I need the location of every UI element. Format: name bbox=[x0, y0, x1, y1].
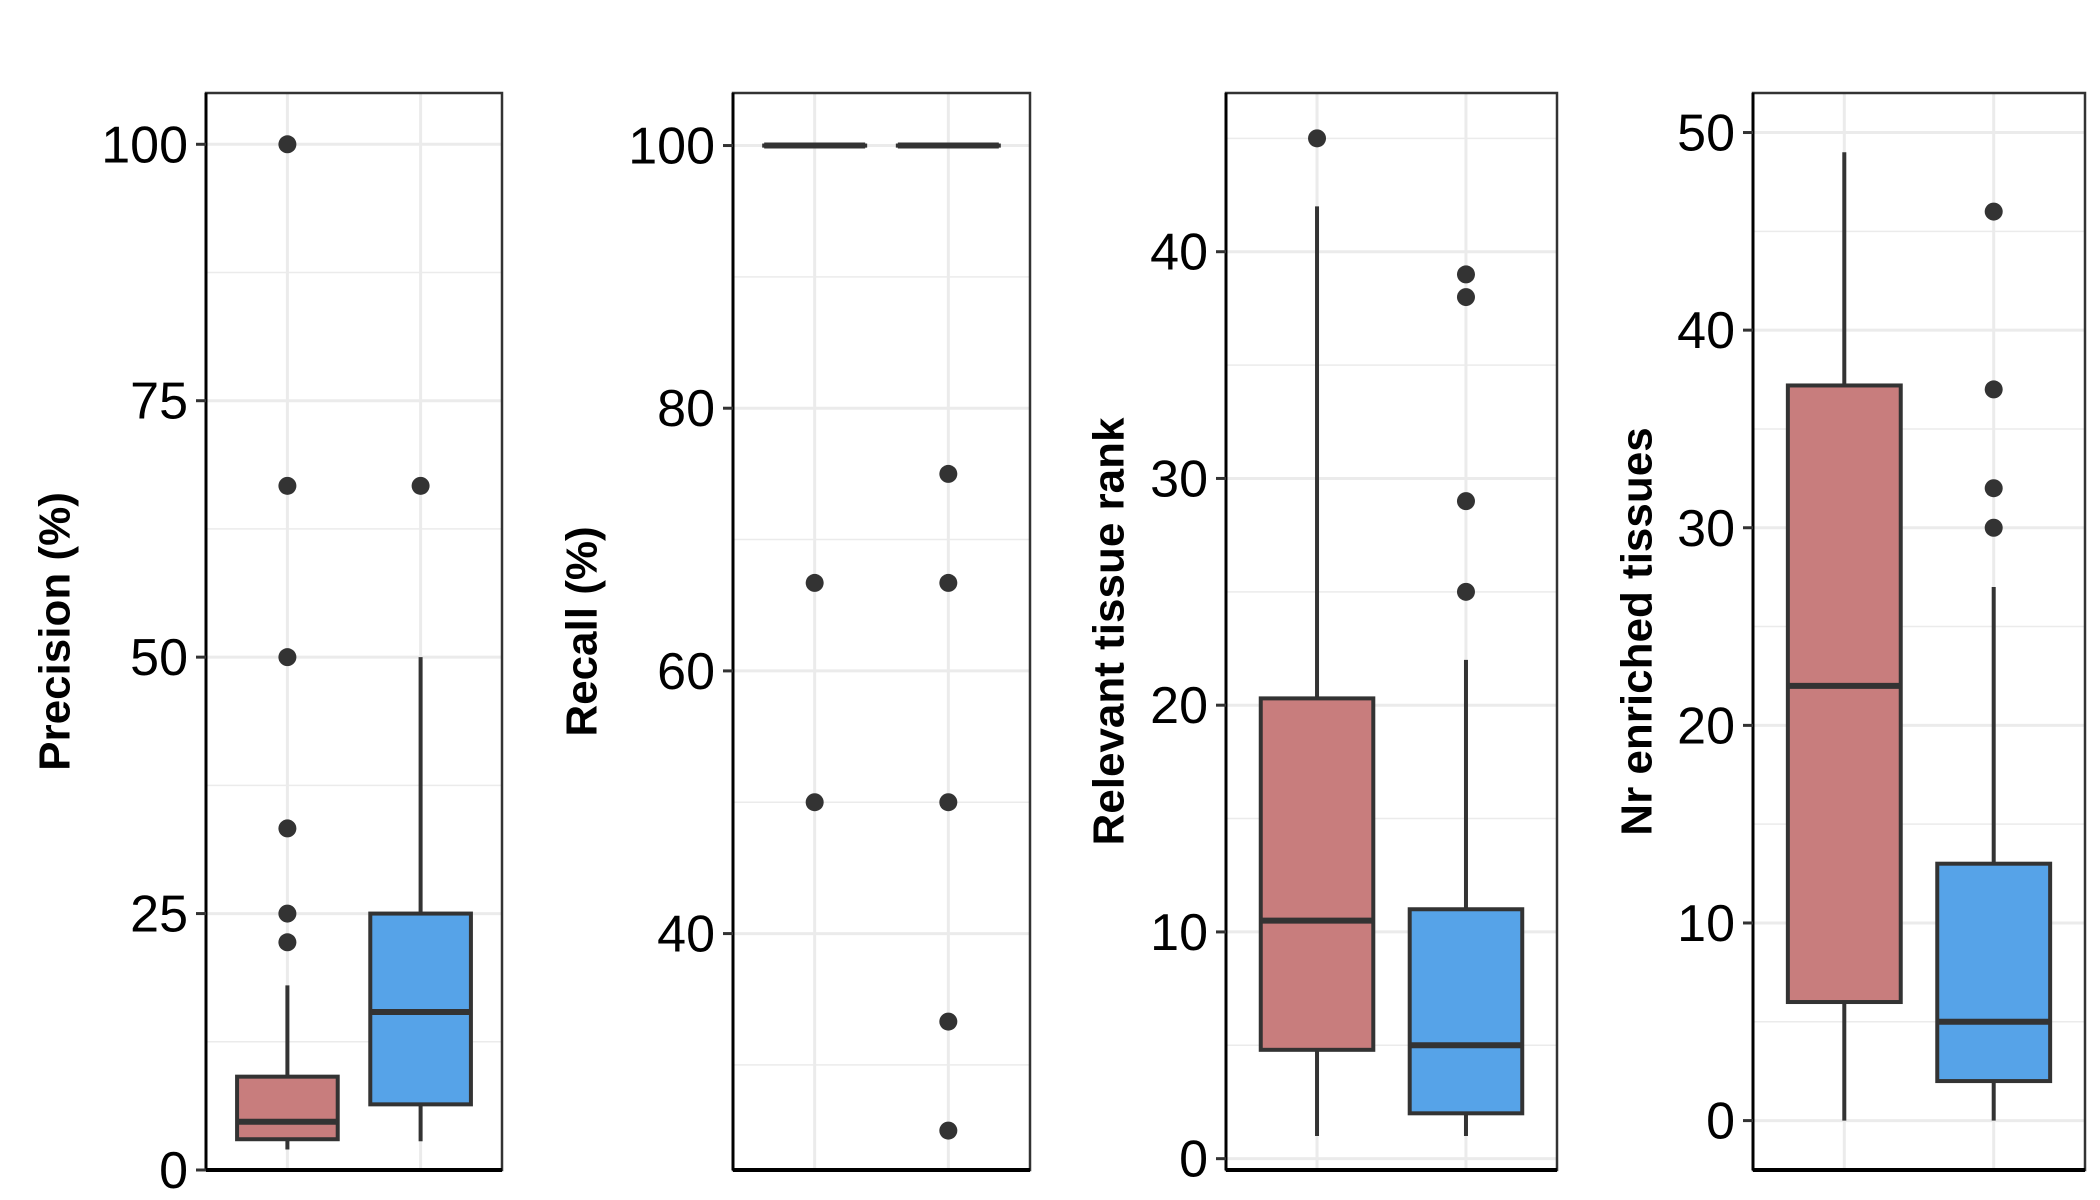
panel-border bbox=[731, 91, 1032, 1172]
outlier-point bbox=[1984, 380, 2003, 399]
box bbox=[1935, 861, 2053, 1084]
tissue-rank-panel: 0 10 20 30 40 Relevant tissue rank bbox=[1085, 91, 1559, 1189]
outlier-point bbox=[278, 933, 297, 952]
y-tick-label: 0 bbox=[1179, 1131, 1208, 1189]
outlier-point bbox=[1984, 479, 2003, 498]
y-tick-label: 50 bbox=[1677, 105, 1735, 163]
y-axis-label: Nr enriched tissues bbox=[1613, 427, 1662, 835]
y-axis-label: Relevant tissue rank bbox=[1085, 417, 1134, 845]
box bbox=[1407, 907, 1525, 1116]
y-tick-label: 0 bbox=[159, 1142, 188, 1200]
outlier-point bbox=[278, 648, 297, 667]
precision-panel: 0 25 50 75 100 Precision (%) bbox=[31, 91, 504, 1200]
outlier-point bbox=[1456, 582, 1475, 601]
outlier-point bbox=[1984, 202, 2003, 221]
y-tick-label: 40 bbox=[1677, 302, 1735, 360]
outlier-point bbox=[1456, 265, 1475, 284]
y-tick-label: 30 bbox=[1150, 450, 1208, 508]
outlier-point bbox=[278, 135, 297, 154]
outlier-point bbox=[278, 819, 297, 838]
y-axis-label: Recall (%) bbox=[558, 526, 607, 736]
recall-panel: 40 60 80 100 Recall (%) bbox=[558, 91, 1032, 1172]
y-tick-label: 100 bbox=[101, 116, 188, 174]
y-tick-label: 20 bbox=[1677, 697, 1735, 755]
outlier-point bbox=[278, 476, 297, 495]
box bbox=[1785, 383, 1903, 1005]
outlier-point bbox=[411, 476, 430, 495]
outlier-point bbox=[1456, 288, 1475, 307]
box bbox=[235, 1074, 340, 1142]
y-tick-label: 50 bbox=[130, 629, 188, 687]
outlier-point bbox=[939, 573, 958, 592]
y-tick-label: 30 bbox=[1677, 500, 1735, 558]
outlier-point bbox=[1984, 518, 2003, 537]
outlier-point bbox=[939, 1121, 958, 1140]
outlier-point bbox=[1308, 129, 1327, 148]
y-tick-label: 10 bbox=[1677, 895, 1735, 953]
y-tick-label: 60 bbox=[657, 643, 715, 701]
box bbox=[368, 911, 473, 1107]
y-tick-label: 75 bbox=[130, 373, 188, 431]
outlier-point bbox=[939, 464, 958, 483]
outlier-point bbox=[939, 1012, 958, 1031]
y-tick-label: 25 bbox=[130, 886, 188, 944]
y-tick-label: 0 bbox=[1706, 1093, 1735, 1151]
outlier-point bbox=[805, 793, 824, 812]
enriched-tissues-panel: 0 10 20 30 40 50 Nr enriched tissues bbox=[1613, 91, 2087, 1172]
y-tick-label: 20 bbox=[1150, 677, 1208, 735]
outlier-point bbox=[805, 573, 824, 592]
outlier-point bbox=[939, 793, 958, 812]
outlier-point bbox=[278, 904, 297, 923]
box bbox=[1258, 696, 1376, 1052]
outlier-point bbox=[1456, 492, 1475, 511]
y-tick-label: 100 bbox=[628, 118, 715, 176]
y-tick-label: 40 bbox=[657, 906, 715, 964]
y-tick-label: 80 bbox=[657, 380, 715, 438]
y-tick-label: 10 bbox=[1150, 904, 1208, 962]
y-tick-label: 40 bbox=[1150, 224, 1208, 282]
y-axis-label: Precision (%) bbox=[31, 492, 80, 771]
